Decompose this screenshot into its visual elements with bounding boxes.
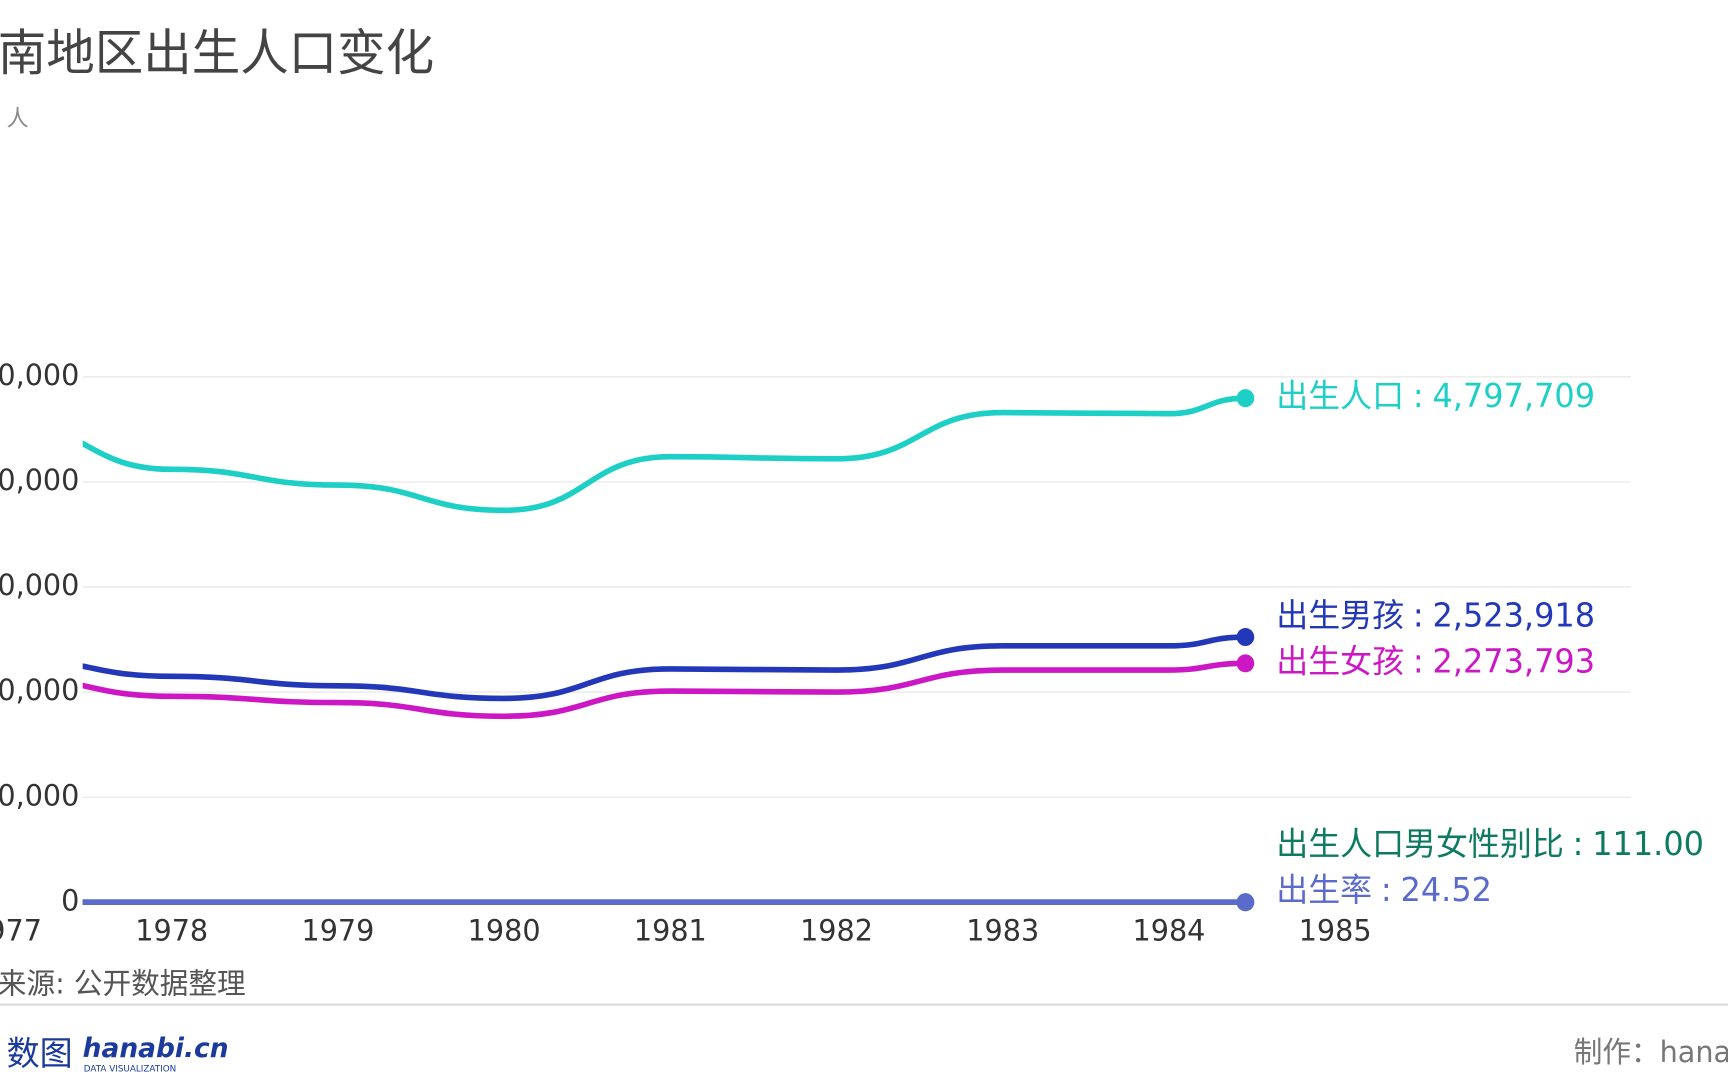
end-label: 出生人口:4,797,709: [1276, 377, 1595, 415]
value-label: 24.52: [1401, 871, 1492, 909]
end-marker: [1236, 628, 1255, 647]
x-tick-label: 1981: [634, 913, 707, 947]
end-marker: [1236, 654, 1255, 673]
end-label: 出生女孩:2,273,793: [1276, 642, 1595, 680]
series-line: [82, 634, 1249, 702]
x-tick-label: 1985: [1299, 913, 1372, 947]
value-label: 4,797,709: [1432, 377, 1595, 415]
series-name: 出生人口男女性别比: [1276, 825, 1564, 863]
x-tick-label: 1979: [301, 913, 374, 947]
logo-sub: DATA VISUALIZATION: [84, 1064, 176, 1074]
credit: 制作：hana: [1574, 1035, 1728, 1069]
y-tick-label: 2,000,000: [0, 673, 79, 707]
y-tick-label: 5,000,000: [0, 358, 79, 392]
value-label: 2,523,918: [1432, 596, 1595, 634]
series-name: 出生女孩: [1276, 642, 1404, 680]
chart-title: 南地区出生人口变化: [0, 24, 434, 82]
logo: hanabi.cn: [83, 1033, 229, 1064]
x-tick-label: 1980: [468, 913, 541, 947]
logo-cn: 数图: [7, 1034, 73, 1073]
x-tick-label: 1977: [0, 913, 42, 947]
series-name: 出生男孩: [1276, 596, 1404, 634]
end-marker: [1236, 893, 1255, 912]
y-tick-label: 4,000,000: [0, 463, 79, 497]
end-label: 出生男孩:2,523,918: [1276, 596, 1595, 634]
separator: :: [1413, 377, 1424, 415]
unit-label: 人: [7, 106, 29, 132]
y-tick-label: 3,000,000: [0, 568, 79, 602]
end-label: 出生人口男女性别比:111.00: [1276, 825, 1704, 863]
x-tick-label: 1984: [1133, 913, 1206, 947]
y-tick-label: 1,000,000: [0, 778, 79, 812]
end-label: 出生率:24.52: [1276, 871, 1492, 909]
series-name: 出生人口: [1276, 377, 1404, 415]
plot: 0 1,000,000 2,000,000 3,000,000 4,000,000 5,0…: [0, 358, 1704, 948]
value-label: 2,273,793: [1432, 642, 1595, 680]
x-tick-label: 1983: [966, 913, 1039, 947]
separator: :: [1413, 596, 1424, 634]
x-tick-label: 1978: [135, 913, 208, 947]
series-line: [82, 395, 1249, 514]
value-label: 111.00: [1592, 825, 1704, 863]
x-tick-label: 1982: [800, 913, 873, 947]
end-marker: [1236, 389, 1255, 408]
separator: :: [1413, 642, 1424, 680]
series-line: [82, 660, 1249, 720]
separator: :: [1573, 825, 1584, 863]
y-tick-label: 0: [61, 883, 79, 917]
series-name: 出生率: [1276, 871, 1372, 909]
separator: :: [1381, 871, 1392, 909]
source-note: 来源: 公开数据整理: [0, 966, 246, 1000]
